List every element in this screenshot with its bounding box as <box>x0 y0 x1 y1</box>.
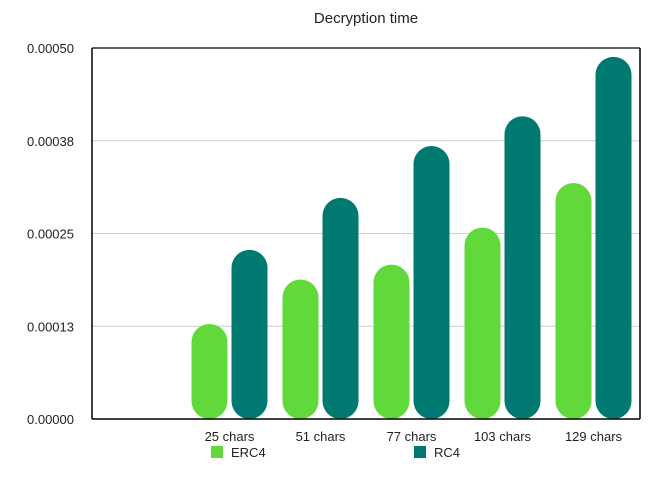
x-axis-ticks: 25 chars 51 chars 77 chars 103 chars 129 cha… <box>205 429 623 444</box>
y-tick-label: 0.00025 <box>27 227 74 242</box>
bar-erc4-3 <box>464 227 501 419</box>
x-tick-label: 77 chars <box>387 429 437 444</box>
bar-erc4-2 <box>373 264 410 419</box>
bar-rc4-4 <box>595 56 632 420</box>
axes <box>91 47 641 420</box>
y-tick-label: 0.00038 <box>27 134 74 149</box>
legend-label-erc4: ERC4 <box>231 445 266 460</box>
x-tick-label: 51 chars <box>296 429 346 444</box>
bars <box>191 56 632 420</box>
gridlines <box>92 140 640 327</box>
x-tick-label: 25 chars <box>205 429 255 444</box>
legend: ERC4 RC4 <box>211 445 460 460</box>
bar-rc4-1 <box>322 197 359 419</box>
bar-rc4-2 <box>413 145 450 419</box>
bar-rc4-3 <box>504 116 541 419</box>
x-tick-label: 103 chars <box>474 429 532 444</box>
legend-swatch-rc4 <box>414 446 426 458</box>
x-tick-label: 129 chars <box>565 429 623 444</box>
bar-erc4-1 <box>282 279 319 419</box>
y-tick-label: 0.00050 <box>27 41 74 56</box>
bar-erc4-4 <box>555 183 592 419</box>
chart-title: Decryption time <box>314 10 418 27</box>
y-axis-ticks: 0.00000 0.00013 0.00025 0.00038 0.00050 <box>27 41 74 427</box>
y-tick-label: 0.00000 <box>27 412 74 427</box>
legend-swatch-erc4 <box>211 446 223 458</box>
bar-rc4-0 <box>231 249 268 419</box>
bar-erc4-0 <box>191 324 228 419</box>
legend-label-rc4: RC4 <box>434 445 460 460</box>
y-tick-label: 0.00013 <box>27 319 74 334</box>
